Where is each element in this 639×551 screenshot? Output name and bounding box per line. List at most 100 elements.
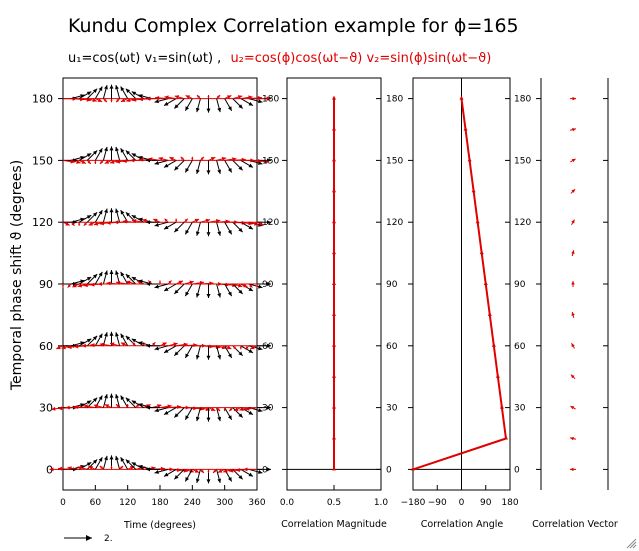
y-tick-label: 90: [514, 280, 526, 290]
vector-red: [119, 465, 124, 470]
correlation-vector-panel: 0 30 60 90 120 150 180: [514, 78, 609, 490]
magnitude-point: [332, 95, 336, 100]
angle-point: [487, 311, 492, 316]
vector-black: [154, 159, 169, 165]
vector-black: [120, 271, 129, 285]
vector-black: [232, 283, 244, 295]
vector-black: [163, 345, 177, 354]
vector-red: [217, 468, 225, 473]
vector-red: [192, 218, 200, 223]
vector-black: [86, 150, 98, 161]
vector-black: [240, 159, 254, 168]
vector-black: [146, 343, 160, 348]
vector-red: [191, 156, 194, 161]
vector-red: [88, 465, 96, 470]
vector-black: [154, 345, 169, 351]
vector-black: [78, 214, 92, 223]
angle-point: [467, 157, 472, 162]
vector-red: [208, 407, 216, 412]
vector-black: [232, 407, 244, 418]
x-axis-label-vector: Correlation Vector: [532, 519, 618, 530]
y-tick-label: 150: [262, 156, 279, 166]
vector-black: [206, 222, 211, 237]
vector-red: [70, 159, 81, 164]
vector-black: [120, 457, 129, 470]
vector-black: [115, 146, 121, 161]
vector-black: [240, 221, 254, 230]
vector-black: [86, 88, 98, 99]
vector-black: [102, 84, 108, 99]
y-tick-label: 120: [386, 218, 403, 228]
vector-red: [167, 280, 172, 285]
vector-black: [120, 86, 129, 99]
y-tick-label: 120: [514, 218, 531, 228]
vector-black: [216, 345, 222, 360]
vector-black: [94, 457, 103, 470]
vector-black: [102, 146, 108, 161]
y-tick-label: 60: [514, 342, 526, 352]
correlation-arrow: [570, 467, 576, 472]
vector-black: [146, 467, 160, 472]
magnitude-point: [332, 466, 336, 471]
vector-red: [257, 96, 271, 101]
vector-red: [158, 156, 169, 161]
vector-black: [224, 98, 233, 111]
magnitude-point: [332, 342, 336, 347]
vector-red: [77, 465, 88, 470]
vector-red: [70, 221, 75, 227]
vector-red: [83, 404, 96, 409]
y-tick-label: 0: [514, 465, 520, 475]
x-tick-label: 240: [184, 498, 201, 508]
y-tick-label: 150: [386, 156, 403, 166]
vector-red: [99, 465, 104, 470]
y-tick-label: 120: [262, 218, 279, 228]
magnitude-point: [332, 311, 336, 316]
y-tick-label: 180: [262, 95, 279, 105]
y-tick-label: 150: [32, 154, 53, 167]
vector-red: [250, 345, 258, 350]
y-tick-label: 180: [32, 93, 53, 106]
vector-red: [256, 159, 269, 164]
vector-black: [257, 467, 271, 472]
vector-black: [94, 271, 103, 285]
correlation-arrow: [570, 96, 576, 101]
vector-black: [146, 220, 160, 225]
x-tick-label: 90: [480, 498, 492, 508]
vector-black: [109, 208, 114, 223]
vector-red: [192, 468, 200, 473]
vector-black: [120, 333, 129, 347]
vector-red: [184, 280, 194, 285]
x-tick-label: 360: [248, 498, 265, 508]
vector-black: [206, 160, 211, 175]
vector-black: [120, 395, 129, 408]
x-tick-label: 0: [459, 498, 465, 508]
correlation-arrow: [570, 374, 576, 380]
vector-black: [232, 160, 244, 171]
vector-red: [87, 98, 97, 103]
vector-black: [224, 221, 233, 235]
vector-black: [216, 222, 222, 236]
vector-black: [206, 345, 211, 360]
resize-grip-icon[interactable]: [625, 537, 637, 549]
vector-red: [103, 98, 108, 103]
vector-black: [184, 160, 193, 173]
vector-red: [61, 284, 65, 288]
vector-red: [88, 221, 96, 226]
vector-black: [78, 152, 92, 161]
vector-black: [224, 407, 233, 420]
vector-black: [154, 468, 169, 474]
magnitude-point: [332, 435, 336, 440]
vector-red: [216, 407, 221, 412]
vector-red: [126, 403, 129, 408]
x-tick-label: 0.5: [327, 498, 341, 508]
y-tick-label: 30: [386, 404, 398, 414]
vector-black: [109, 270, 114, 284]
magnitude-point: [332, 404, 336, 409]
vector-red: [104, 159, 112, 164]
vector-red: [164, 218, 169, 223]
vector-black: [248, 345, 263, 351]
y-tick-label: 90: [262, 280, 274, 290]
vector-black: [94, 333, 103, 347]
vector-black: [195, 283, 201, 298]
vector-red: [95, 98, 103, 103]
